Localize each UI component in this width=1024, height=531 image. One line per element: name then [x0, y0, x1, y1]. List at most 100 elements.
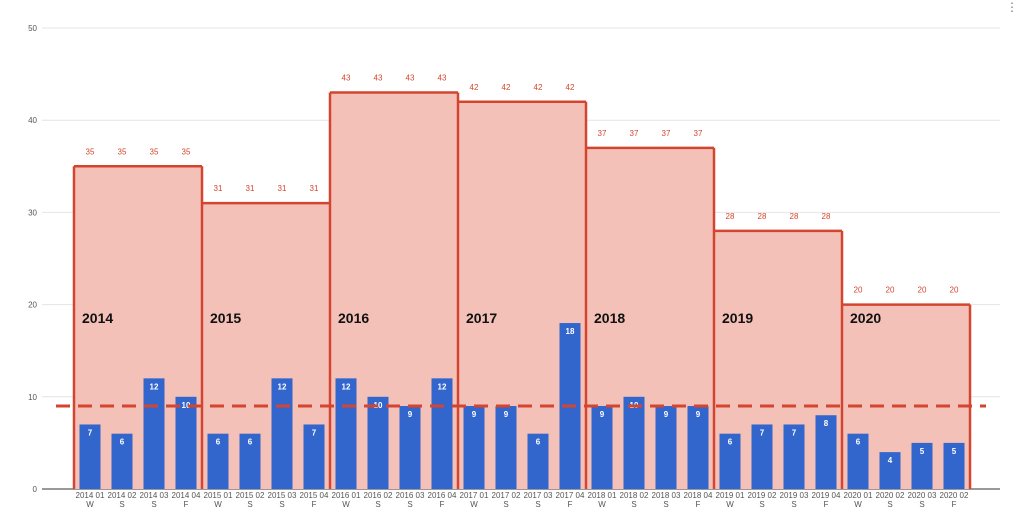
- x-tick-sublabel: S: [375, 500, 380, 509]
- year-label-2014: 2014: [82, 310, 113, 326]
- year-label-2016: 2016: [338, 310, 369, 326]
- bar-value-label: 6: [120, 438, 125, 447]
- y-tick-label: 30: [28, 208, 37, 217]
- bar-value-label: 7: [88, 428, 93, 437]
- bar-value-label: 6: [728, 438, 733, 447]
- x-tick-sublabel: S: [887, 500, 892, 509]
- more-vert-icon[interactable]: ⋮: [1006, 0, 1018, 14]
- x-tick-label: 2020 02: [940, 491, 969, 500]
- annual-total-label: 43: [342, 74, 351, 83]
- bar-value-label: 12: [342, 382, 351, 391]
- y-tick-label: 0: [33, 485, 38, 494]
- annual-total-label: 35: [182, 147, 191, 156]
- x-tick-label: 2016 02: [364, 491, 393, 500]
- annual-total-label: 37: [694, 129, 703, 138]
- x-tick-sublabel: F: [568, 500, 573, 509]
- annual-total-label: 42: [470, 83, 479, 92]
- bar: [655, 406, 677, 489]
- x-tick-sublabel: S: [631, 500, 636, 509]
- annual-total-label: 31: [214, 184, 223, 193]
- bar: [239, 433, 261, 489]
- x-tick-sublabel: W: [86, 500, 94, 509]
- bar-value-label: 10: [182, 401, 191, 410]
- x-tick-sublabel: W: [214, 500, 222, 509]
- year-label-2018: 2018: [594, 310, 625, 326]
- bar-value-label: 12: [438, 382, 447, 391]
- bar-value-label: 9: [408, 410, 413, 419]
- x-tick-label: 2014 03: [140, 491, 169, 500]
- bar-value-label: 6: [536, 438, 541, 447]
- x-tick-sublabel: F: [440, 500, 445, 509]
- annual-total-label: 28: [726, 212, 735, 221]
- annual-total-label: 43: [374, 74, 383, 83]
- x-tick-label: 2014 04: [172, 491, 201, 500]
- x-tick-sublabel: S: [535, 500, 540, 509]
- x-tick-label: 2015 01: [204, 491, 233, 500]
- annual-total-label: 43: [438, 74, 447, 83]
- annual-total-label: 31: [310, 184, 319, 193]
- x-tick-label: 2016 04: [428, 491, 457, 500]
- x-tick-label: 2016 01: [332, 491, 361, 500]
- x-tick-label: 2020 03: [908, 491, 937, 500]
- y-tick-label: 10: [28, 393, 37, 402]
- bar-value-label: 9: [504, 410, 509, 419]
- x-tick-label: 2020 02: [876, 491, 905, 500]
- bar-value-label: 7: [312, 428, 317, 437]
- bar-value-label: 10: [374, 401, 383, 410]
- annual-total-label: 20: [886, 286, 895, 295]
- annual-total-label: 20: [854, 286, 863, 295]
- bar-value-label: 9: [472, 410, 477, 419]
- x-tick-label: 2015 02: [236, 491, 265, 500]
- bar: [207, 433, 229, 489]
- year-label-2020: 2020: [850, 310, 881, 326]
- x-tick-label: 2016 03: [396, 491, 425, 500]
- annual-total-label: 31: [278, 184, 287, 193]
- bar: [751, 424, 773, 489]
- x-tick-sublabel: S: [247, 500, 252, 509]
- bar: [591, 406, 613, 489]
- x-tick-label: 2018 02: [620, 491, 649, 500]
- bar-value-label: 9: [664, 410, 669, 419]
- annual-total-label: 42: [502, 83, 511, 92]
- x-tick-sublabel: S: [791, 500, 796, 509]
- x-tick-sublabel: S: [407, 500, 412, 509]
- x-tick-sublabel: S: [759, 500, 764, 509]
- x-tick-label: 2015 04: [300, 491, 329, 500]
- x-tick-sublabel: F: [312, 500, 317, 509]
- bar-value-label: 5: [952, 447, 957, 456]
- y-tick-label: 20: [28, 301, 37, 310]
- annual-total-label: 35: [86, 147, 95, 156]
- year-label-2015: 2015: [210, 310, 241, 326]
- bar: [335, 378, 357, 489]
- annual-total-label: 20: [918, 286, 927, 295]
- annual-total-label: 28: [790, 212, 799, 221]
- annual-total-label: 20: [950, 286, 959, 295]
- x-tick-sublabel: S: [119, 500, 124, 509]
- x-tick-sublabel: W: [342, 500, 350, 509]
- x-tick-label: 2017 04: [556, 491, 585, 500]
- x-tick-label: 2014 02: [108, 491, 137, 500]
- bar: [623, 396, 645, 489]
- bar-value-label: 12: [278, 382, 287, 391]
- bar: [495, 406, 517, 489]
- bar-value-label: 9: [696, 410, 701, 419]
- bar: [943, 442, 965, 489]
- x-tick-sublabel: W: [598, 500, 606, 509]
- bar: [847, 433, 869, 489]
- x-tick-sublabel: S: [151, 500, 156, 509]
- bar: [303, 424, 325, 489]
- annual-total-label: 42: [534, 83, 543, 92]
- x-tick-label: 2019 04: [812, 491, 841, 500]
- y-tick-label: 40: [28, 116, 37, 125]
- x-tick-sublabel: F: [952, 500, 957, 509]
- annual-total-label: 37: [662, 129, 671, 138]
- bar: [879, 452, 901, 489]
- x-tick-label: 2018 03: [652, 491, 681, 500]
- bar-value-label: 7: [792, 428, 797, 437]
- x-tick-label: 2017 01: [460, 491, 489, 500]
- year-label-2019: 2019: [722, 310, 753, 326]
- bar-value-label: 5: [920, 447, 925, 456]
- annual-total-label: 37: [598, 129, 607, 138]
- x-tick-label: 2017 02: [492, 491, 521, 500]
